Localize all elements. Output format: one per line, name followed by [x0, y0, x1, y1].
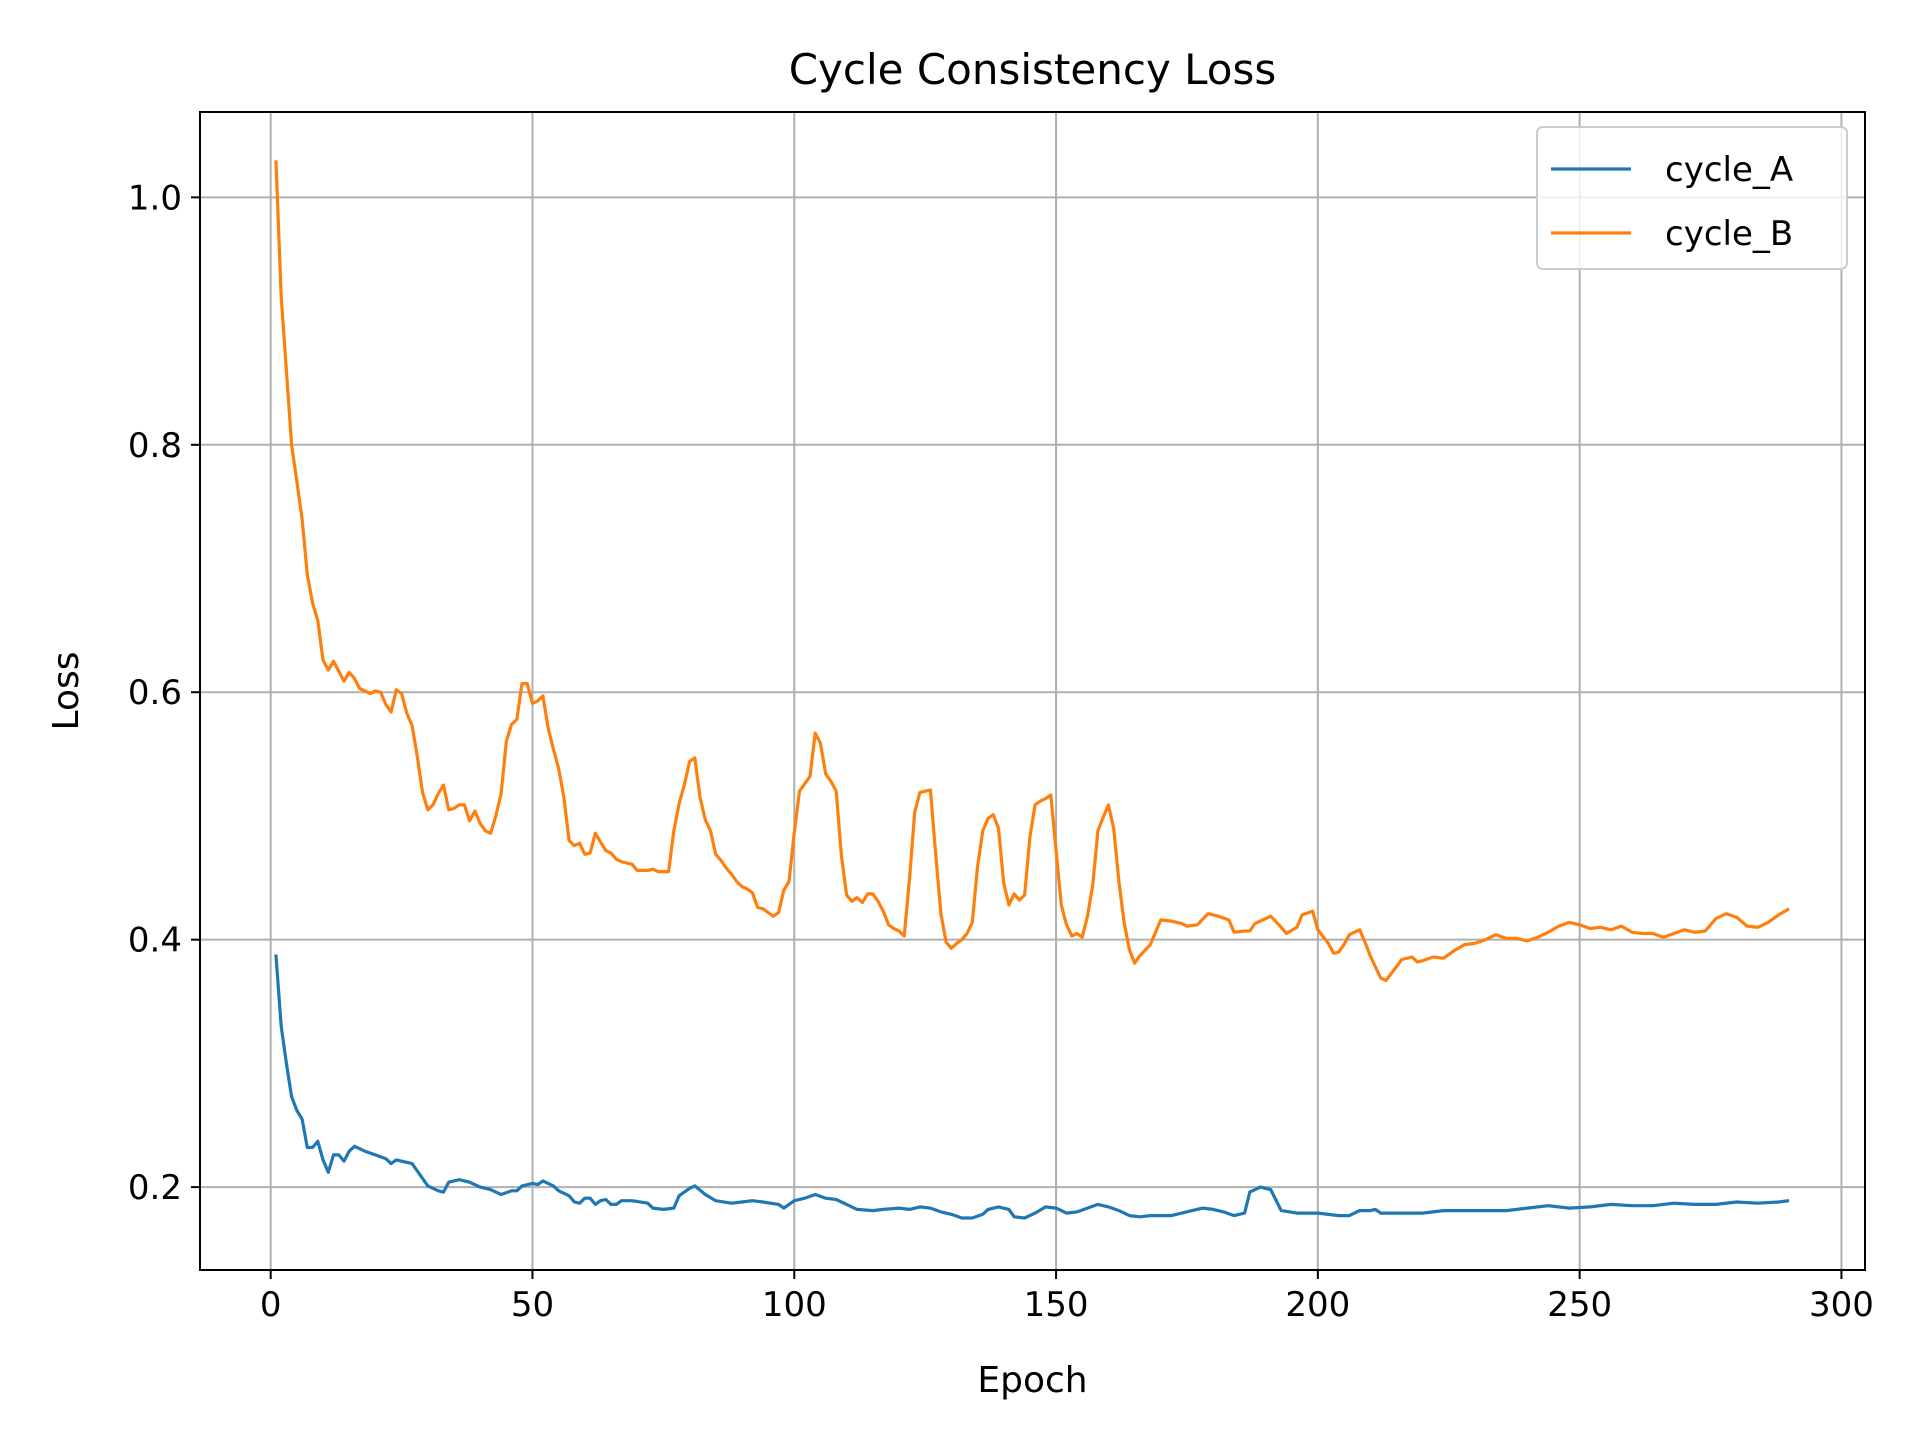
y-tick-label: 0.2: [128, 1168, 182, 1208]
y-tick-label: 0.8: [128, 426, 182, 466]
y-tick-label: 0.6: [128, 673, 182, 713]
y-axis-label: Loss: [46, 652, 87, 731]
x-tick-label: 50: [511, 1285, 554, 1325]
x-tick-label: 250: [1547, 1285, 1612, 1325]
x-tick-label: 300: [1809, 1285, 1874, 1325]
x-tick-label: 0: [260, 1285, 282, 1325]
legend-label-cycle-A: cycle_A: [1665, 150, 1793, 190]
x-axis-label: Epoch: [977, 1360, 1087, 1401]
legend: cycle_A cycle_B: [1536, 126, 1848, 270]
x-tick-label: 200: [1285, 1285, 1350, 1325]
x-tick-label: 150: [1024, 1285, 1089, 1325]
series-line-cycle-A: [274, 954, 1790, 1220]
y-tick-label: 0.4: [128, 921, 182, 961]
plot-frame: [199, 111, 1866, 1271]
axis-ticks: 0 50 100 150 200 250 300 0.2 0.4 0.6 0.8 1.0: [128, 178, 1874, 1325]
legend-label-cycle-B: cycle_B: [1665, 214, 1793, 254]
series-line-cycle-B: [274, 160, 1790, 983]
plot-background: [200, 112, 1865, 1270]
chart-title: Cycle Consistency Loss: [789, 45, 1277, 94]
y-tick-label: 1.0: [128, 178, 182, 218]
series-lines: [274, 160, 1790, 1220]
x-tick-label: 100: [762, 1285, 827, 1325]
